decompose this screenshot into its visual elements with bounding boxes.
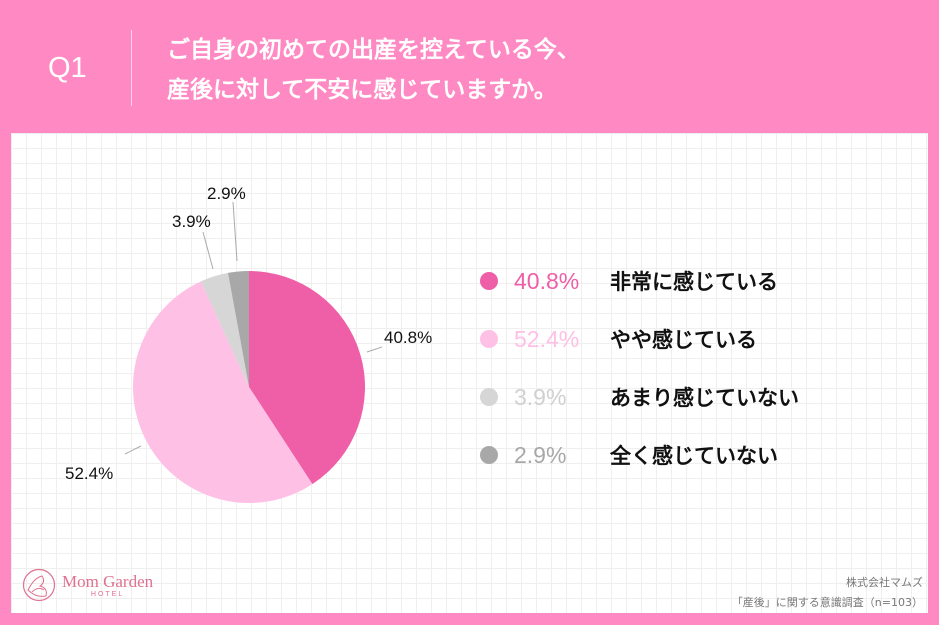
company-name: 株式会社マムズ <box>846 576 923 589</box>
pie-label-3: 3.9% <box>172 212 211 231</box>
legend-item: 3.9% あまり感じていない <box>480 368 799 426</box>
pie-label-4: 2.9% <box>207 184 246 203</box>
legend-pct: 3.9% <box>514 383 567 410</box>
pie-slice <box>200 272 249 387</box>
pie-label-2: 52.4% <box>65 464 114 483</box>
question-title: ご自身の初めての出産を控えている今、 産後に対して不安に感じていますか。 <box>167 30 580 110</box>
logo-flower-icon <box>22 568 56 602</box>
legend-pct: 40.8% <box>514 267 580 294</box>
pie-slice <box>133 281 313 503</box>
header-divider <box>131 30 132 106</box>
legend-dot <box>480 388 498 406</box>
logo-sub: HOTEL <box>90 590 125 598</box>
question-number: Q1 <box>48 52 87 84</box>
pie-slice <box>249 271 365 485</box>
pie-slice <box>227 271 249 387</box>
pie-label-1: 40.8% <box>384 328 433 347</box>
legend-dot <box>480 330 498 348</box>
legend-pct: 2.9% <box>514 441 567 468</box>
brand-logo: Mom Garden HOTEL <box>22 568 153 602</box>
legend-label: 非常に感じている <box>610 270 778 294</box>
legend-label: あまり感じていない <box>610 386 799 410</box>
legend-dot <box>480 272 498 290</box>
leader-lines <box>124 201 383 455</box>
legend-label: 全く感じていない <box>610 444 778 468</box>
title-line-2: 産後に対して不安に感じていますか。 <box>167 77 557 103</box>
legend-pct: 52.4% <box>514 325 580 352</box>
legend-item: 52.4% やや感じている <box>480 310 799 368</box>
legend-label: やや感じている <box>610 328 757 352</box>
legend: 40.8% 非常に感じている 52.4% やや感じている 3.9% あまり感じて… <box>480 252 799 484</box>
legend-item: 2.9% 全く感じていない <box>480 426 799 484</box>
title-line-1: ご自身の初めての出産を控えている今、 <box>167 37 580 63</box>
legend-item: 40.8% 非常に感じている <box>480 252 799 310</box>
logo-name: Mom Garden <box>62 571 154 591</box>
legend-dot <box>480 446 498 464</box>
survey-source: 「産後」に関する意識調査（n=103） <box>731 596 923 609</box>
